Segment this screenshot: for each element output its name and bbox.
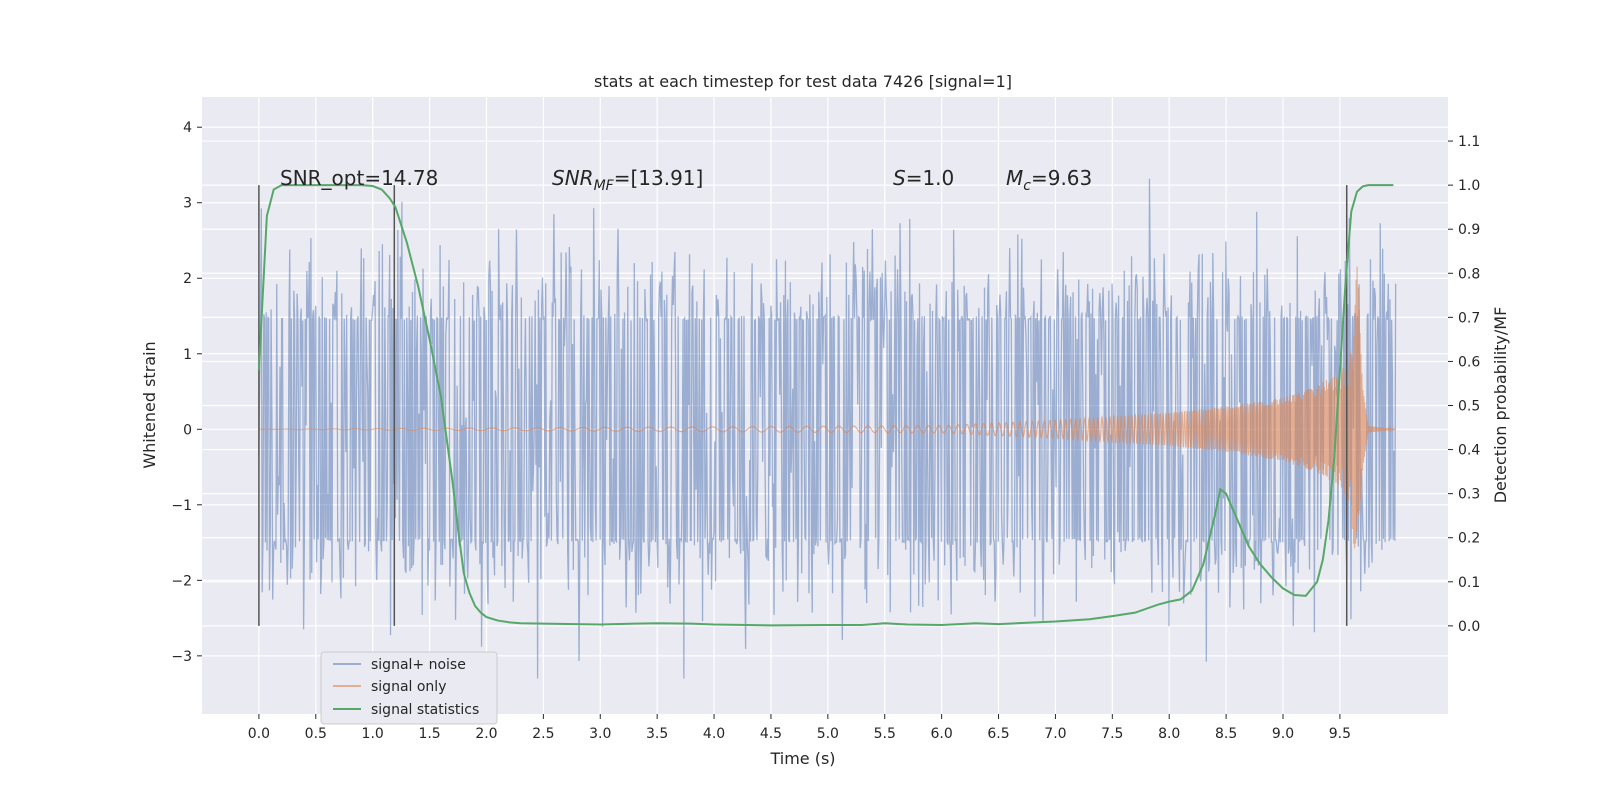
x-tick-label: 1.5 [418, 726, 440, 742]
y2-tick-label: 0.9 [1458, 222, 1480, 238]
series-signal-only [258, 266, 1396, 549]
annotation-snr-mf-base: SNR [552, 166, 594, 190]
x-tick-label: 0.0 [248, 726, 270, 742]
y2-tick-label: 0.8 [1458, 266, 1480, 282]
legend-box [320, 651, 498, 725]
y-axis-label: Whitened strain [140, 341, 159, 468]
x-tick-label: 3.0 [589, 726, 611, 742]
x-tick-label: 5.0 [817, 726, 839, 742]
y2-tick-label: 0.5 [1458, 399, 1480, 415]
y2-tick-label: 0.4 [1458, 443, 1480, 459]
annotation-snr-mf-value: =[13.91] [614, 166, 704, 190]
y-axis-ticks: −3 −2 −1 0 1 2 3 4 [171, 120, 202, 665]
x-tick-label: 1.0 [362, 726, 384, 742]
y2-axis-ticks: 0.0 0.1 0.2 0.3 0.4 0.5 0.6 0.7 0.8 0.9 1.0 1.1 [1448, 134, 1480, 635]
x-tick-label: 2.0 [475, 726, 497, 742]
x-tick-label: 0.5 [305, 726, 327, 742]
x-tick-label: 6.0 [931, 726, 953, 742]
annotation-snr-mf: SNRMF=[13.91] [552, 166, 703, 194]
series-signal-statistics [257, 184, 1394, 627]
x-tick-label: 7.5 [1101, 726, 1123, 742]
x-tick-label: 9.5 [1329, 726, 1351, 742]
y-tick-label: 4 [183, 120, 192, 136]
y2-tick-label: 1.0 [1458, 178, 1480, 194]
y-tick-label: −1 [171, 498, 192, 514]
annotation-s-value: =1.0 [906, 166, 955, 190]
y2-tick-label: 0.2 [1458, 531, 1480, 547]
x-axis-ticks: 0.0 0.5 1.0 1.5 2.0 2.5 3.0 3.5 4.0 4.5 5.0 5.5 6.0 6… [248, 714, 1351, 742]
x-tick-label: 9.0 [1272, 726, 1294, 742]
y2-tick-label: 0.3 [1458, 487, 1480, 503]
annotation-s-base: S [893, 166, 906, 190]
x-tick-label: 4.5 [760, 726, 782, 742]
x-tick-label: 8.0 [1158, 726, 1180, 742]
annotation-snr-mf-sub: MF [594, 178, 615, 194]
y2-tick-label: 0.0 [1458, 619, 1480, 635]
y-tick-label: −3 [171, 649, 192, 665]
legend-label-signal-noise: signal+ noise [371, 657, 466, 673]
y-tick-label: 1 [183, 347, 192, 363]
series-signal-noise [258, 178, 1397, 679]
x-tick-label: 7.0 [1044, 726, 1066, 742]
annotation-mc-base: M [1006, 166, 1023, 190]
annotation-snr-opt: SNR_opt=14.78 [280, 166, 438, 190]
x-tick-label: 6.5 [987, 726, 1009, 742]
y2-tick-label: 0.6 [1458, 354, 1480, 370]
data-layer [257, 178, 1397, 679]
x-tick-label: 2.5 [532, 726, 554, 742]
x-tick-label: 3.5 [646, 726, 668, 742]
x-tick-label: 5.5 [874, 726, 896, 742]
y2-axis-label: Detection probability/MF [1491, 307, 1510, 504]
y2-tick-label: 0.7 [1458, 310, 1480, 326]
y2-tick-label: 1.1 [1458, 134, 1480, 150]
annotation-mc-value: =9.63 [1031, 166, 1092, 190]
y-tick-label: −2 [171, 573, 192, 589]
x-axis-label: Time (s) [769, 749, 835, 768]
legend-label-signal-statistics: signal statistics [371, 702, 479, 718]
annotation-s: S=1.0 [893, 166, 954, 190]
x-tick-label: 4.0 [703, 726, 725, 742]
y-tick-label: 0 [183, 422, 192, 438]
y-tick-label: 3 [183, 196, 192, 212]
y-tick-label: 2 [183, 271, 192, 287]
x-tick-label: 8.5 [1215, 726, 1237, 742]
annotation-mc-sub: c [1023, 178, 1031, 194]
annotation-mc: Mc=9.63 [1006, 166, 1092, 194]
legend: signal+ noise signal only signal statist… [320, 651, 498, 725]
y2-tick-label: 0.1 [1458, 575, 1480, 591]
chart-title: stats at each timestep for test data 742… [594, 72, 1012, 91]
legend-label-signal-only: signal only [371, 679, 446, 695]
